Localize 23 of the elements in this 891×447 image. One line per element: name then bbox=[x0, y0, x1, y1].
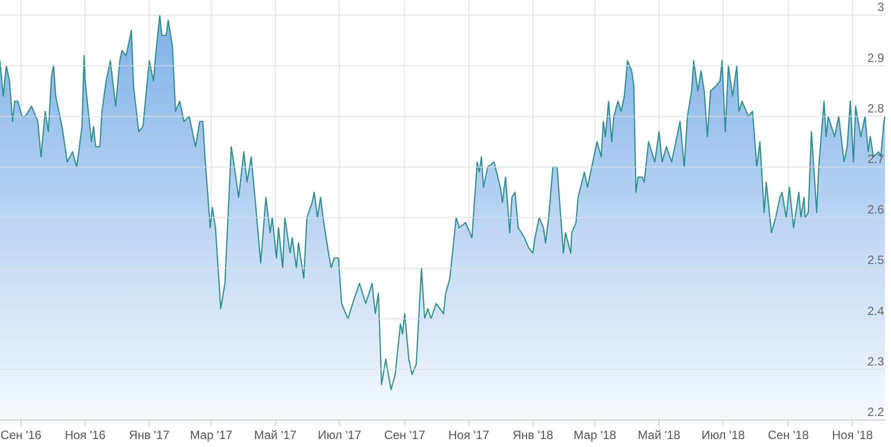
x-tick-label: Янв '17 bbox=[128, 428, 170, 442]
y-tick-label: 2.4 bbox=[867, 304, 884, 318]
x-tick-label: Сен '16 bbox=[0, 428, 42, 442]
x-tick-label: Ноя '17 bbox=[448, 428, 490, 442]
y-tick-label: 2.9 bbox=[867, 50, 884, 65]
y-tick-label: 3 bbox=[877, 0, 884, 14]
x-tick-label: Май '17 bbox=[254, 428, 297, 442]
x-tick-label: Янв '18 bbox=[512, 428, 554, 442]
y-tick-label: 2.3 bbox=[867, 354, 884, 368]
y-tick-label: 2.6 bbox=[867, 202, 884, 217]
x-tick-label: Ноя '16 bbox=[64, 428, 106, 442]
x-tick-label: Сен '17 bbox=[384, 428, 426, 442]
x-tick-label: Мар '18 bbox=[574, 428, 616, 442]
x-tick-label: Сен '18 bbox=[768, 428, 810, 442]
y-tick-label: 2.7 bbox=[867, 152, 884, 166]
y-tick-label: 2.5 bbox=[867, 253, 884, 268]
x-tick-label: Июл '18 bbox=[701, 428, 746, 442]
x-tick-label: Май '18 bbox=[638, 428, 681, 442]
x-tick-label: Ноя '18 bbox=[832, 428, 874, 442]
x-tick-label: Июл '17 bbox=[318, 428, 362, 442]
x-tick-label: Мар '17 bbox=[190, 428, 233, 442]
y-tick-label: 2.2 bbox=[867, 405, 884, 419]
y-tick-label: 2.8 bbox=[867, 101, 884, 116]
